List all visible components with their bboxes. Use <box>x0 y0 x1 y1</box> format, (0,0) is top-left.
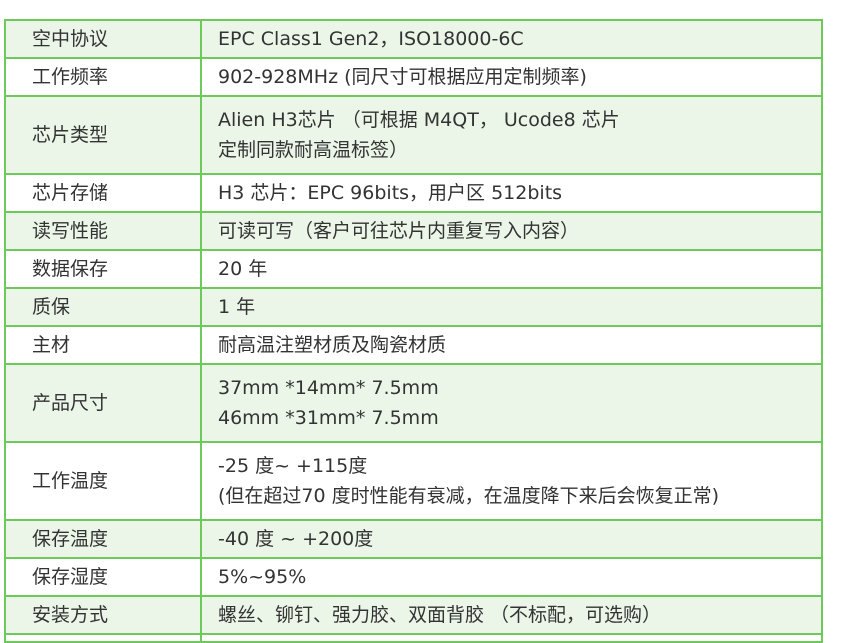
table-row: 工作温度 -25 度~ +115度 (但在超过70 度时性能有衰减，在温度降下来后会… <box>4 441 823 521</box>
spec-value-line: -25 度~ +115度 <box>218 455 368 477</box>
spec-value: 螺丝、铆钉、强力胶、双面背胶 （不标配，可选购） <box>200 595 823 635</box>
table-row: 主材 耐高温注塑材质及陶瓷材质 <box>4 325 823 365</box>
spec-value: 可读可写（客户可往芯片内重复写入内容） <box>200 211 823 251</box>
spec-value: EPC Class1 Gen2，ISO18000-6C <box>200 19 823 59</box>
spec-value: -40 度 ~ +200度 <box>200 519 823 559</box>
spec-value: 37mm *14mm* 7.5mm 46mm *31mm* 7.5mm <box>200 363 823 443</box>
spec-value-line: 螺丝、铆钉、强力胶、双面背胶 （不标配，可选购） <box>218 604 662 626</box>
spec-value: -25 度~ +115度 (但在超过70 度时性能有衰减，在温度降下来后会恢复正常… <box>200 441 823 521</box>
spec-value-line: 5%~95% <box>218 566 307 588</box>
spec-label: 安装方式 <box>4 595 202 635</box>
spec-value-line: 耐高温注塑材质及陶瓷材质 <box>218 334 447 356</box>
spec-label: 芯片类型 <box>4 95 202 175</box>
spec-value-line: H3 芯片：EPC 96bits，用户区 512bits <box>218 182 563 204</box>
spec-value-line: 37mm *14mm* 7.5mm <box>218 377 439 399</box>
spec-label: 保存温度 <box>4 519 202 559</box>
table-row: 芯片类型 Alien H3芯片 （可根据 M4QT， Ucode8 芯片 定制同款耐… <box>4 95 823 175</box>
table-row <box>4 633 823 643</box>
spec-label: 主材 <box>4 325 202 365</box>
spec-value-line: -40 度 ~ +200度 <box>218 528 374 550</box>
spec-label: 空中协议 <box>4 19 202 59</box>
spec-table: 空中协议 EPC Class1 Gen2，ISO18000-6C 工作频率 902-9… <box>4 19 823 643</box>
table-row: 工作频率 902-928MHz (同尺寸可根据应用定制频率) <box>4 57 823 97</box>
spec-value: H3 芯片：EPC 96bits，用户区 512bits <box>200 173 823 213</box>
spec-value-line: 46mm *31mm* 7.5mm <box>218 407 439 429</box>
spec-label: 质保 <box>4 287 202 327</box>
spec-value-line: (但在超过70 度时性能有衰减，在温度降下来后会恢复正常) <box>218 485 720 507</box>
spec-value-line: 20 年 <box>218 258 268 280</box>
spec-label: 芯片存储 <box>4 173 202 213</box>
spec-label: 读写性能 <box>4 211 202 251</box>
spec-label: 工作温度 <box>4 441 202 521</box>
spec-value-line: 可读可写（客户可往芯片内重复写入内容） <box>218 220 580 242</box>
table-row: 安装方式 螺丝、铆钉、强力胶、双面背胶 （不标配，可选购） <box>4 595 823 635</box>
spec-label <box>4 633 202 643</box>
spec-value: 20 年 <box>200 249 823 289</box>
table-row: 质保 1 年 <box>4 287 823 327</box>
table-row: 产品尺寸 37mm *14mm* 7.5mm 46mm *31mm* 7.5mm <box>4 363 823 443</box>
spec-value-line: 1 年 <box>218 296 256 318</box>
table-row: 保存温度 -40 度 ~ +200度 <box>4 519 823 559</box>
spec-value-line: 902-928MHz (同尺寸可根据应用定制频率) <box>218 66 587 88</box>
spec-value: 902-928MHz (同尺寸可根据应用定制频率) <box>200 57 823 97</box>
table-row: 保存湿度 5%~95% <box>4 557 823 597</box>
spec-label: 保存湿度 <box>4 557 202 597</box>
spec-value-line: Alien H3芯片 （可根据 M4QT， Ucode8 芯片 <box>218 109 620 131</box>
spec-value: 1 年 <box>200 287 823 327</box>
spec-value <box>200 633 823 643</box>
table-row: 空中协议 EPC Class1 Gen2，ISO18000-6C <box>4 19 823 59</box>
spec-label: 产品尺寸 <box>4 363 202 443</box>
table-row: 芯片存储 H3 芯片：EPC 96bits，用户区 512bits <box>4 173 823 213</box>
table-row: 数据保存 20 年 <box>4 249 823 289</box>
spec-label: 数据保存 <box>4 249 202 289</box>
table-row: 读写性能 可读可写（客户可往芯片内重复写入内容） <box>4 211 823 251</box>
spec-value: 耐高温注塑材质及陶瓷材质 <box>200 325 823 365</box>
spec-value: 5%~95% <box>200 557 823 597</box>
spec-value: Alien H3芯片 （可根据 M4QT， Ucode8 芯片 定制同款耐高温标签… <box>200 95 823 175</box>
spec-value-line: 定制同款耐高温标签） <box>218 139 409 161</box>
spec-value-line: EPC Class1 Gen2，ISO18000-6C <box>218 28 524 50</box>
spec-label: 工作频率 <box>4 57 202 97</box>
